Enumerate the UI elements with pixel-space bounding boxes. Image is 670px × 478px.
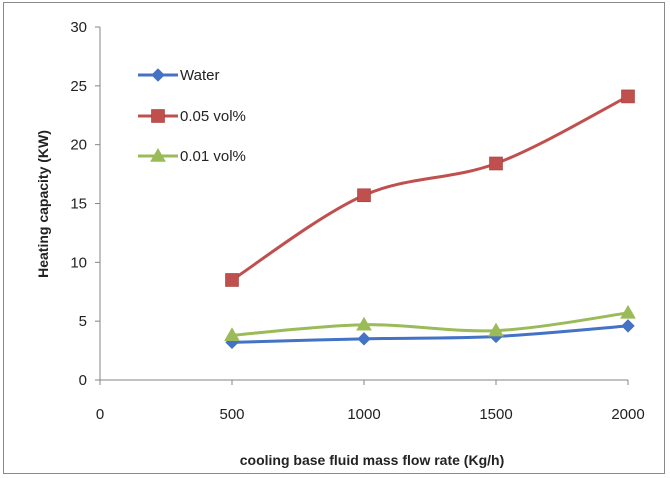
y-tick-label: 15	[70, 196, 87, 213]
x-tick-label: 500	[219, 406, 244, 423]
data-point-0-01-vol	[356, 316, 372, 331]
y-tick-label: 25	[70, 78, 87, 95]
x-axis-title: cooling base fluid mass flow rate (Kg/h)	[240, 452, 504, 468]
data-point-0-01-vol	[488, 322, 504, 337]
x-tick-label: 1500	[479, 406, 512, 423]
y-tick-label: 5	[79, 313, 87, 330]
legend-marker-0-01-vol	[150, 147, 166, 162]
legend-label-0-05-vol: 0.05 vol%	[180, 108, 246, 125]
data-point-0-01-vol	[620, 304, 636, 319]
y-tick-label: 30	[70, 19, 87, 36]
series-line-water	[230, 324, 630, 344]
x-tick-label: 0	[96, 406, 104, 423]
data-point-0-05-vol	[357, 188, 371, 203]
data-point-water	[357, 332, 371, 346]
data-point-0-05-vol	[489, 156, 503, 171]
x-tick-label: 1000	[347, 406, 380, 423]
y-axis-title: Heating capacity (KW)	[35, 130, 51, 278]
legend-marker-0-05-vol	[151, 109, 165, 123]
legend-label-0-01-vol: 0.01 vol%	[180, 148, 246, 165]
chart-frame	[3, 2, 665, 474]
series-line-0-05-vol	[230, 94, 630, 282]
series-line-0-01-vol	[230, 311, 630, 337]
data-point-0-01-vol	[224, 327, 240, 342]
legend-marker-water	[151, 68, 165, 82]
data-point-0-05-vol	[225, 273, 239, 287]
legend-label-water: Water	[180, 67, 219, 84]
y-tick-label: 10	[70, 254, 87, 271]
data-point-water	[621, 319, 635, 333]
y-tick-label: 0	[79, 372, 87, 389]
x-tick-label: 2000	[611, 406, 644, 423]
y-tick-label: 20	[70, 137, 87, 154]
data-point-0-05-vol	[621, 89, 635, 104]
